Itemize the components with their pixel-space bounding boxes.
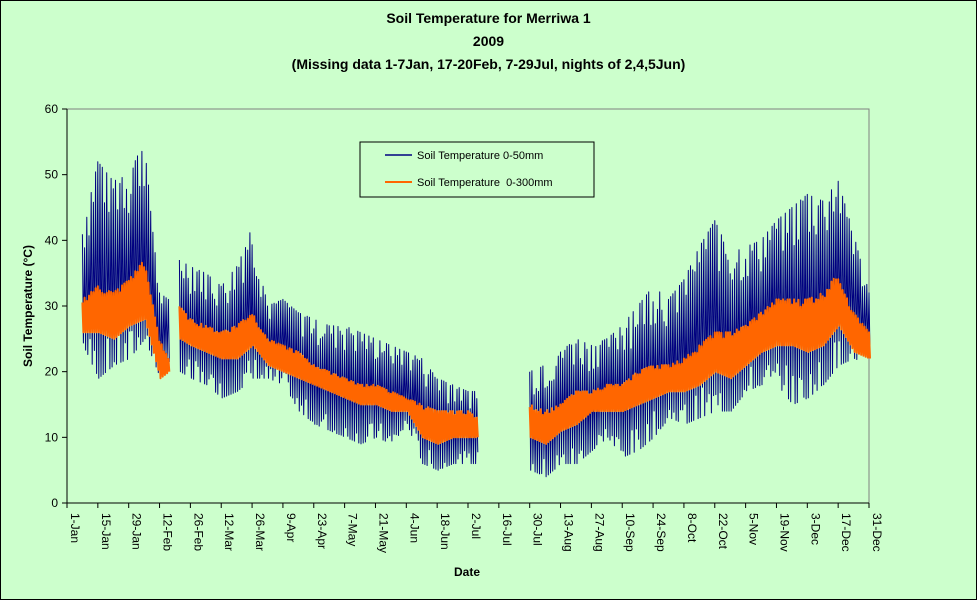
x-tick-label: 7-May [346,513,360,546]
x-tick-label: 13-Aug [562,513,576,552]
x-tick-label: 22-Oct [716,513,730,550]
y-tick-label: 60 [45,102,59,116]
x-tick-label: 19-Nov [777,513,791,552]
x-tick-label: 26-Mar [253,513,267,551]
series-line-0-50mm [81,150,170,379]
chart-title: Soil Temperature for Merriwa 1 [386,10,591,26]
series-layer [81,150,871,478]
x-tick-label: 26-Feb [191,513,205,551]
x-tick-label: 12-Feb [161,513,175,551]
series-line-0-300mm [81,261,171,380]
x-tick-label: 12-Mar [222,513,236,551]
x-axis: 1-Jan 15-Jan 29-Jan 12-Feb 26-Feb 12-Mar 26-Ma… [66,503,884,553]
series-line-0-300mm [178,306,479,445]
y-tick-label: 30 [45,299,59,313]
y-tick-label: 40 [45,233,59,247]
x-tick-label: 29-Jan [130,513,144,550]
x-tick-label: 1-Jan [68,513,82,543]
x-axis-title: Date [454,565,480,579]
x-tick-label: 30-Jul [531,513,545,546]
y-tick-label: 0 [51,496,58,510]
x-tick-label: 4-Jun [407,513,421,543]
x-tick-label: 15-Jan [99,513,113,550]
chart-note: (Missing data 1-7Jan, 17-20Feb, 7-29Jul,… [291,56,686,72]
x-tick-label: 8-Oct [685,513,699,543]
legend: Soil Temperature 0-50mm Soil Temperature… [359,141,595,198]
x-tick-label: 23-Apr [315,513,329,549]
x-tick-label: 2-Jul [469,513,483,539]
y-axis-title: Soil Temperature (°C) [21,245,35,367]
chart-subtitle: 2009 [472,33,505,49]
y-tick-label: 20 [45,365,59,379]
x-tick-label: 27-Aug [592,513,606,552]
x-tick-label: 16-Jul [500,513,514,546]
legend-box [359,141,595,198]
x-tick-label: 9-Apr [284,513,298,542]
x-tick-label: 21-May [376,513,390,553]
x-tick-label: 10-Sep [623,513,637,552]
x-tick-label: 17-Dec [839,513,853,552]
legend-label-50mm: Soil Temperature 0-50mm [417,150,543,162]
x-tick-label: 5-Nov [747,513,761,545]
y-tick-label: 50 [45,168,59,182]
y-tick-label: 10 [45,430,59,444]
y-axis: 0 10 20 30 40 50 60 [45,102,67,510]
x-tick-label: 24-Sep [654,513,668,552]
legend-label-300mm: Soil Temperature 0-300mm [417,177,553,189]
x-tick-label: 31-Dec [870,513,884,552]
x-tick-label: 3-Dec [808,513,822,545]
series-line-0-300mm [528,277,871,445]
x-tick-label: 18-Jun [438,513,452,550]
